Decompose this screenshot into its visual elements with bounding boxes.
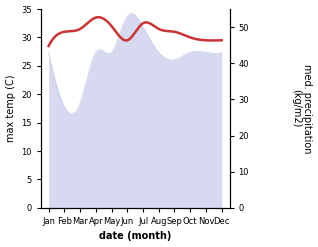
Y-axis label: med. precipitation
(kg/m2): med. precipitation (kg/m2) bbox=[291, 64, 313, 153]
Y-axis label: max temp (C): max temp (C) bbox=[5, 75, 16, 142]
X-axis label: date (month): date (month) bbox=[99, 231, 171, 242]
